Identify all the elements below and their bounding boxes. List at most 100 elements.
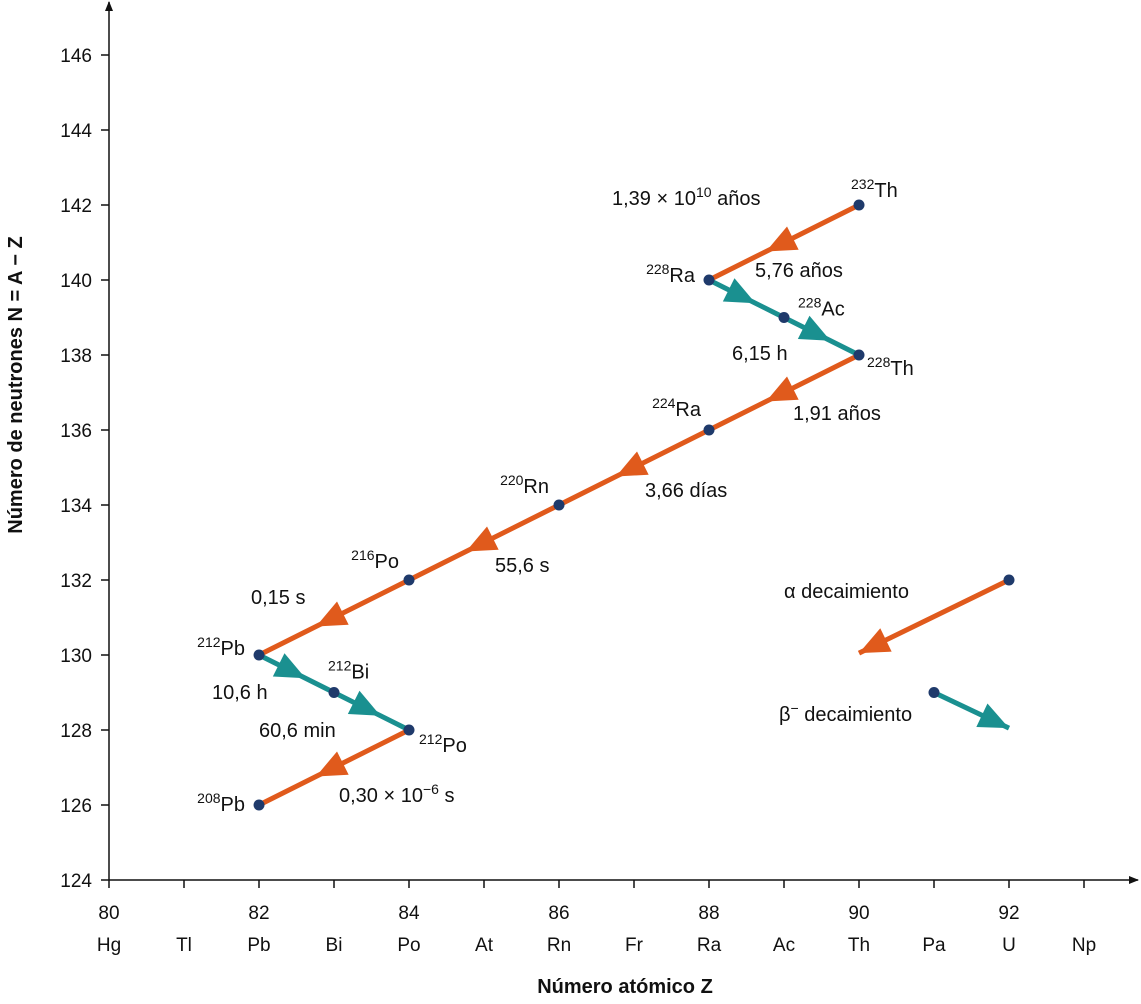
y-tick-label: 124	[60, 871, 92, 892]
nuclide-point	[853, 199, 865, 211]
half-life-exponent: 10	[696, 184, 712, 200]
half-life-label: 6,15 h	[732, 343, 788, 365]
half-life-value: 0,30 × 10	[339, 785, 423, 807]
y-tick-label: 144	[60, 121, 92, 142]
x-element-label: At	[475, 935, 494, 956]
nuclide-label: 228Th	[867, 354, 914, 380]
y-tick-label: 138	[60, 346, 92, 367]
half-life-exponent: −6	[423, 781, 439, 797]
mass-number: 228	[646, 261, 670, 277]
alpha-decay-arrow-head	[316, 601, 349, 627]
beta-decay-arrow-head	[347, 690, 381, 716]
half-life-value: 1,39 × 10	[612, 188, 696, 210]
x-element-label: Tl	[176, 935, 192, 956]
element-symbol: Ra	[669, 265, 695, 287]
x-element-label: Bi	[326, 935, 343, 956]
x-element-label: Ra	[697, 935, 722, 956]
legend-beta-point	[928, 687, 940, 698]
beta-symbol: β	[779, 704, 791, 726]
element-symbol: Th	[890, 358, 913, 380]
y-tick-label: 132	[60, 571, 92, 592]
nuclide-point	[253, 799, 265, 811]
mass-number: 212	[419, 731, 443, 747]
mass-number: 212	[328, 658, 352, 674]
nuclide-label: 232Th	[851, 176, 898, 202]
mass-number: 216	[351, 547, 375, 563]
half-life-value: 3,66 días	[645, 480, 727, 502]
half-life-label: 55,6 s	[495, 555, 549, 577]
half-life-label: 60,6 min	[259, 720, 336, 742]
legend-alpha-point	[1003, 574, 1015, 586]
x-tick-label: 92	[998, 903, 1019, 924]
nuclide-point	[553, 499, 565, 511]
x-element-label: Pb	[247, 935, 270, 956]
y-tick-label: 142	[60, 196, 92, 217]
half-life-label: 1,39 × 1010 años	[612, 184, 760, 210]
element-symbol: Th	[874, 180, 897, 202]
x-tick-label: 82	[248, 903, 269, 924]
x-element-label: Rn	[547, 935, 571, 956]
mass-number: 224	[652, 395, 676, 411]
mass-number: 232	[851, 176, 875, 192]
element-symbol: Po	[375, 551, 399, 573]
half-life-label: 0,30 × 10−6 s	[339, 781, 455, 807]
mass-number: 220	[500, 472, 524, 488]
alpha-decay-arrow-head	[766, 226, 799, 252]
half-life-value: 55,6 s	[495, 555, 549, 577]
nuclide-label: 224Ra	[652, 395, 702, 421]
x-tick-label: 84	[398, 903, 420, 924]
decay-marks	[253, 199, 1015, 811]
half-life-value: 5,76 años	[755, 260, 843, 282]
element-symbol: Ac	[821, 299, 844, 321]
nuclide-point	[703, 274, 715, 286]
mass-number: 228	[798, 295, 822, 311]
alpha-symbol: α	[784, 581, 796, 603]
x-element-label: Np	[1072, 935, 1096, 956]
y-tick-label: 134	[60, 496, 92, 517]
beta-decay-arrow-head	[272, 653, 306, 679]
y-tick-label: 128	[60, 721, 92, 742]
beta-decay-arrow-head	[797, 315, 831, 341]
alpha-decay-arrow-head	[766, 376, 799, 402]
nuclide-label: 216Po	[351, 547, 399, 573]
nuclide-point	[403, 724, 415, 736]
legend-alpha-arrow-head	[859, 628, 892, 654]
nuclide-label: 228Ra	[646, 261, 696, 287]
half-life-value: 0,15 s	[251, 587, 305, 609]
y-tick-label: 136	[60, 421, 92, 442]
nuclide-label: 228Ac	[798, 295, 845, 321]
x-element-label: Po	[397, 935, 420, 956]
nuclide-point	[253, 649, 265, 661]
legend-alpha-label: α decaimiento	[784, 581, 909, 603]
x-tick-label: 90	[848, 903, 869, 924]
x-element-label: Hg	[97, 935, 121, 956]
nuclide-point	[403, 574, 415, 586]
half-life-label: 1,91 años	[793, 403, 881, 425]
alpha-decay-arrow-head	[466, 526, 499, 552]
half-life-value: 60,6 min	[259, 720, 336, 742]
legend-beta-arrow-head	[976, 703, 1009, 729]
half-life-label: 3,66 días	[645, 480, 727, 502]
x-axis-title: Número atómico Z	[537, 976, 713, 998]
mass-number: 208	[197, 790, 221, 806]
element-symbol: Rn	[523, 476, 549, 498]
half-life-label: 5,76 años	[755, 260, 843, 282]
beta-sign: −	[791, 700, 799, 716]
half-life-label: 0,15 s	[251, 587, 305, 609]
alpha-decay-arrow-head	[316, 751, 349, 777]
axes: Hg Tl Pb Bi Po At Rn Fr Ra Ac Th Pa U Np 80 82 84 86 88 90 9…	[60, 1, 1139, 956]
x-tick-label: 80	[98, 903, 119, 924]
nuclide-label: 220Rn	[500, 472, 549, 498]
nuclide-point	[778, 312, 790, 323]
x-element-label: Fr	[625, 935, 644, 956]
half-life-label: 10,6 h	[212, 682, 268, 704]
element-symbol: Ra	[675, 399, 701, 421]
x-tick-label: 86	[548, 903, 569, 924]
element-symbol: Pb	[221, 638, 245, 660]
legend-text: decaimiento	[796, 581, 909, 603]
nuclide-label: 208Pb	[197, 790, 245, 816]
labels: 232Th228Ra228Ac228Th224Ra220Rn216Po212Pb…	[197, 176, 914, 816]
y-axis-title: Número de neutrones N = A − Z	[5, 236, 27, 533]
x-element-label: U	[1002, 935, 1016, 956]
